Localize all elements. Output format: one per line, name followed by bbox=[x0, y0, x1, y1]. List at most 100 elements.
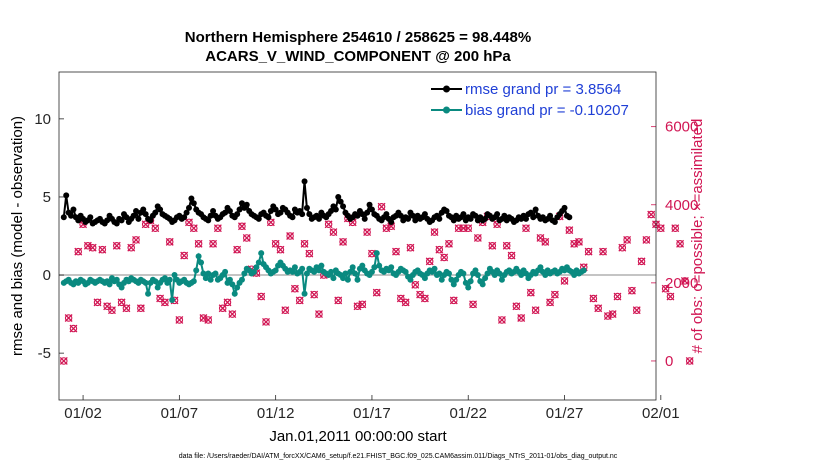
rmse-point bbox=[340, 203, 347, 210]
obs-possible-point bbox=[373, 288, 381, 297]
obs-assimilated-point bbox=[637, 257, 646, 266]
obs-possible-point bbox=[175, 316, 184, 324]
rmse-point bbox=[383, 211, 390, 218]
rmse-point bbox=[359, 211, 366, 218]
bias-point bbox=[342, 270, 349, 277]
bias-point bbox=[465, 284, 472, 291]
bias-point bbox=[113, 276, 120, 283]
bias-point bbox=[460, 270, 467, 277]
bias-point bbox=[241, 270, 248, 277]
rmse-point bbox=[530, 214, 537, 221]
bias-point bbox=[142, 279, 149, 286]
obs-assimilated-point bbox=[420, 294, 429, 303]
obs-assimilated-point bbox=[339, 237, 348, 246]
bias-point bbox=[484, 270, 491, 277]
rmse-point bbox=[332, 206, 339, 213]
bias-point bbox=[195, 253, 202, 260]
obs-possible-point bbox=[647, 210, 655, 219]
rmse-point bbox=[277, 209, 284, 216]
bias-point bbox=[207, 276, 214, 283]
y-tick-left-label: 0 bbox=[43, 267, 51, 284]
obs-assimilated-point bbox=[685, 356, 694, 365]
obs-possible-point bbox=[300, 240, 309, 248]
right-y-axis: 0 2000 4000 6000 bbox=[651, 119, 698, 370]
obs-assimilated-point bbox=[392, 247, 400, 256]
obs-possible-point bbox=[161, 298, 169, 307]
rmse-point bbox=[142, 211, 149, 218]
bias-point bbox=[498, 276, 505, 283]
obs-possible-point bbox=[584, 247, 593, 256]
obs-assimilated-point bbox=[589, 294, 598, 303]
obs-possible-point bbox=[531, 306, 540, 314]
obs-possible-point bbox=[657, 224, 665, 232]
rmse-point bbox=[210, 208, 217, 215]
rmse-point bbox=[181, 214, 188, 221]
obs-possible-point bbox=[512, 302, 521, 311]
obs-assimilated-point bbox=[671, 224, 680, 233]
bias-point bbox=[145, 290, 152, 297]
obs-possible-point bbox=[74, 247, 83, 256]
obs-possible-point bbox=[165, 238, 174, 246]
obs-assimilated-point bbox=[136, 304, 145, 313]
obs-assimilated-point bbox=[185, 218, 193, 227]
obs-assimilated-point bbox=[315, 310, 323, 319]
obs-possible-point bbox=[599, 247, 607, 256]
bias-point bbox=[291, 264, 298, 271]
bias-point bbox=[373, 250, 380, 257]
bias-point bbox=[523, 270, 530, 277]
rmse-point bbox=[135, 215, 142, 222]
obs-possible-point bbox=[450, 296, 458, 305]
bias-point bbox=[303, 270, 310, 277]
obs-assimilated-point bbox=[618, 243, 627, 252]
bias-point bbox=[479, 281, 486, 288]
rmse-point bbox=[366, 201, 373, 208]
obs-assimilated-point bbox=[160, 298, 169, 307]
rmse-point bbox=[75, 217, 82, 224]
rmse-point bbox=[532, 206, 539, 213]
y-axis-label-left: rmse and bias (model - observation) bbox=[9, 116, 26, 356]
rmse-point bbox=[405, 215, 412, 222]
obs-assimilated-point bbox=[209, 239, 218, 248]
rmse-point bbox=[566, 214, 573, 221]
x-tick-label: 01/02 bbox=[64, 405, 102, 422]
obs-assimilated-point bbox=[517, 314, 526, 322]
obs-assimilated-point bbox=[286, 232, 295, 240]
obs-possible-point bbox=[117, 298, 126, 307]
rmse-point bbox=[222, 209, 229, 216]
rmse-point bbox=[335, 193, 342, 200]
obs-possible-point bbox=[502, 242, 511, 250]
obs-assimilated-point bbox=[623, 235, 632, 244]
obs-possible-point bbox=[527, 288, 535, 297]
obs-possible-point bbox=[233, 245, 241, 254]
bias-point bbox=[253, 264, 260, 271]
obs-assimilated-point bbox=[59, 356, 68, 365]
obs-possible-point bbox=[536, 234, 545, 242]
obs-possible-point bbox=[334, 296, 342, 305]
obs-assimilated-point bbox=[69, 324, 78, 333]
obs-possible-point bbox=[127, 243, 135, 252]
rmse-point bbox=[421, 211, 428, 218]
bias-point bbox=[106, 281, 113, 288]
obs-possible-point bbox=[406, 243, 415, 252]
obs-assimilated-point bbox=[295, 296, 304, 305]
rmse-point bbox=[361, 215, 368, 222]
rmse-point bbox=[140, 206, 147, 213]
bias-point bbox=[152, 278, 159, 285]
obs-assimilated-point bbox=[575, 237, 583, 246]
bias-point bbox=[450, 281, 457, 288]
obs-possible-point bbox=[69, 324, 78, 333]
bias-point bbox=[436, 270, 443, 277]
bias-point bbox=[154, 284, 161, 291]
bias-point bbox=[205, 270, 212, 277]
obs-assimilated-point bbox=[464, 224, 473, 233]
bias-point bbox=[202, 275, 209, 282]
obs-possible-point bbox=[358, 300, 367, 309]
obs-possible-point bbox=[464, 224, 472, 232]
bias-series bbox=[60, 250, 587, 304]
obs-possible-point bbox=[445, 240, 453, 248]
obs-assimilated-point bbox=[199, 314, 208, 322]
rmse-point bbox=[299, 211, 306, 218]
obs-possible-point bbox=[642, 236, 651, 244]
bias-point bbox=[431, 265, 438, 272]
obs-assimilated-point bbox=[117, 298, 126, 307]
